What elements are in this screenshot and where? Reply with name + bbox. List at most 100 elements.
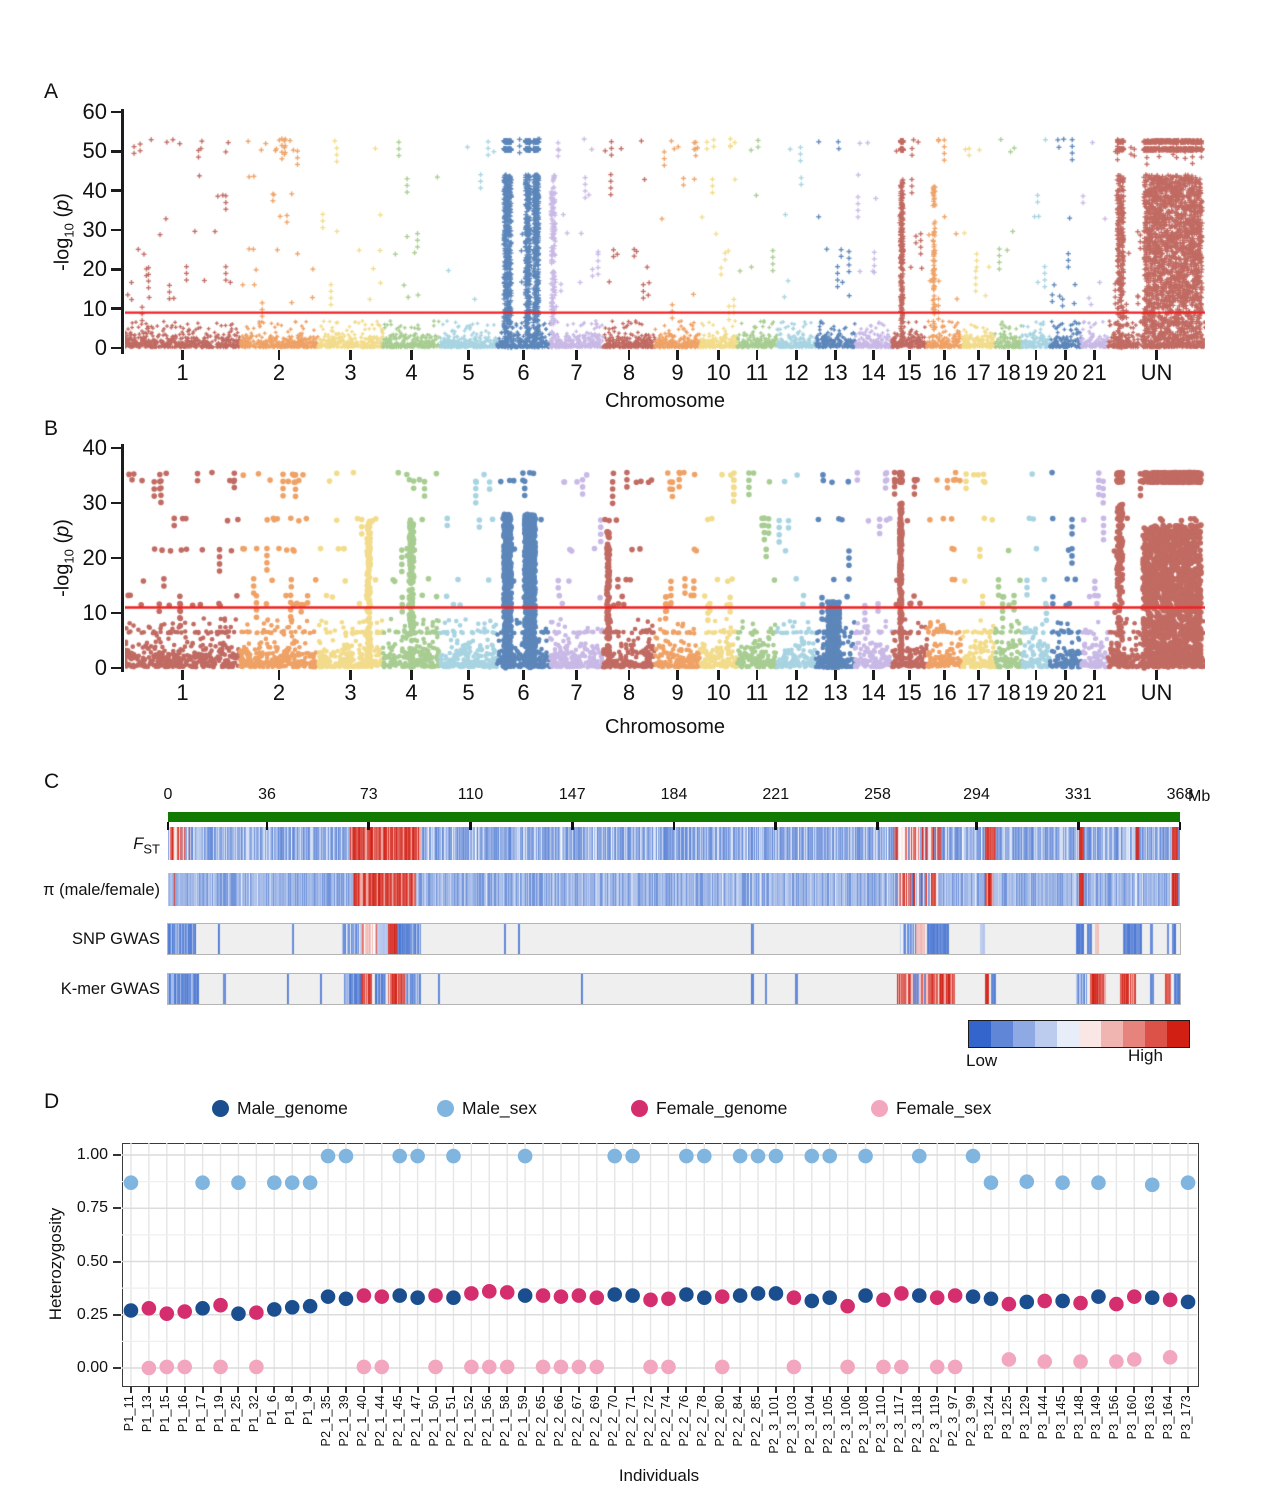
sex-het-dot-P2_1_35	[320, 1148, 336, 1164]
d-x-tick-mark	[542, 1386, 545, 1393]
sex-het-dot-P1_8	[284, 1175, 300, 1190]
d-x-tick-mark	[1061, 1386, 1064, 1393]
panel-c-unit-label: Mb	[1188, 788, 1211, 805]
d-x-tick-mark	[327, 1386, 330, 1393]
d-x-label-P2_3_101: P2_3_101	[766, 1395, 781, 1454]
sex-het-dot-P2_1_45	[392, 1148, 408, 1164]
heterozygosity-plot-frame	[122, 1143, 1199, 1387]
sex-het-dot-P3_125	[1001, 1352, 1017, 1367]
d-x-label-P2_2_78: P2_2_78	[695, 1395, 710, 1447]
genome-het-dot-P3_149	[1091, 1289, 1106, 1304]
y-tick-mark	[111, 611, 121, 615]
d-x-label-P3_163: P3_163	[1143, 1395, 1158, 1440]
genome-het-dot-P2_1_47	[410, 1290, 425, 1306]
d-x-tick-mark	[416, 1386, 419, 1393]
genome-het-dot-P2_2_66	[553, 1289, 569, 1304]
d-x-tick-mark	[972, 1386, 975, 1393]
x-tick-mark	[908, 350, 911, 360]
legend-label-male-sex: Male_sex	[462, 1098, 537, 1118]
d-x-tick-mark	[631, 1386, 634, 1393]
x-tick-label-chr17: 17	[966, 360, 991, 385]
d-x-tick-mark	[559, 1386, 562, 1393]
d-x-tick-mark	[1097, 1386, 1100, 1393]
x-tick-label-chr8: 8	[622, 360, 636, 385]
d-x-tick-mark	[362, 1386, 365, 1393]
x-tick-mark	[522, 670, 525, 680]
d-x-label-P1_11: P1_11	[121, 1395, 136, 1432]
x-tick-label-chr16: 16	[932, 680, 957, 705]
x-tick-label-chr19: 19	[1023, 680, 1049, 705]
scale-tick-mark	[469, 822, 472, 830]
genome-het-dot-P1_6	[266, 1302, 282, 1317]
d-x-label-P3_125: P3_125	[999, 1395, 1014, 1440]
genome-het-dot-P3_173	[1180, 1294, 1196, 1310]
track-label-snp-gwas: SNP GWAS	[71, 930, 160, 948]
sex-het-dot-P3_156	[1109, 1354, 1124, 1369]
d-x-tick-mark	[936, 1386, 939, 1393]
d-y-tick-mark	[113, 1313, 121, 1316]
d-x-tick-mark	[846, 1386, 849, 1393]
d-x-label-P2_3_106: P2_3_106	[838, 1395, 853, 1454]
d-x-label-P1_15: P1_15	[157, 1395, 172, 1433]
sex-het-dot-P1_32	[249, 1359, 264, 1375]
colorbar-step	[1145, 1021, 1167, 1047]
d-x-label-P2_3_119: P2_3_119	[928, 1395, 943, 1453]
sex-het-dot-P1_16	[177, 1359, 193, 1375]
x-tick-label-chr20: 20	[1053, 360, 1078, 385]
x-tick-label-chr4: 4	[405, 360, 418, 385]
d-x-label-P3_124: P3_124	[981, 1395, 996, 1440]
d-x-label-P3_149: P3_149	[1089, 1395, 1104, 1440]
y-tick-mark	[111, 228, 121, 232]
x-tick-mark	[575, 350, 578, 360]
x-tick-mark	[977, 350, 980, 360]
snp-gwas-track-frame	[167, 923, 1181, 955]
snp-gwas-heatmap-track	[168, 924, 1180, 954]
sex-het-dot-P1_15	[159, 1359, 175, 1375]
genome-het-dot-P2_2_84	[732, 1288, 748, 1303]
y-tick-mark	[111, 501, 121, 505]
d-x-label-P2_1_44: P2_1_44	[372, 1395, 387, 1447]
scale-tick-147: 147	[558, 786, 586, 803]
x-tick-mark	[181, 670, 184, 680]
genome-het-dot-P2_2_76	[679, 1287, 694, 1302]
x-tick-mark	[872, 350, 875, 360]
y-tick-label: 40	[82, 435, 107, 460]
d-x-label-P2_2_69: P2_2_69	[587, 1395, 602, 1447]
kmer-gwas-heatmap-track	[168, 974, 1180, 1004]
d-x-tick-mark	[165, 1386, 168, 1393]
sex-het-dot-P2_3_117	[894, 1359, 909, 1375]
kmer-gwas-track-frame	[167, 973, 1181, 1005]
d-x-label-P2_2_67: P2_2_67	[569, 1395, 584, 1447]
d-y-tick-label: 0.50	[76, 1252, 108, 1270]
genome-het-dot-P2_1_39	[338, 1291, 354, 1307]
d-x-tick-mark	[774, 1386, 777, 1393]
sex-het-dot-P2_3_97	[947, 1359, 963, 1375]
colorbar-step	[1013, 1021, 1035, 1047]
d-x-tick-mark	[1169, 1386, 1172, 1393]
d-x-tick-mark	[452, 1386, 455, 1393]
d-x-tick-mark	[488, 1386, 491, 1393]
panel-a-y-axis	[121, 109, 124, 354]
d-x-label-P3_160: P3_160	[1125, 1395, 1140, 1440]
d-x-label-P2_1_58: P2_1_58	[498, 1395, 513, 1447]
sex-het-dot-P2_2_74	[661, 1359, 676, 1375]
d-y-tick-label: 1.00	[76, 1146, 108, 1163]
x-tick-label-chr21: 21	[1082, 680, 1107, 705]
d-y-tick-label: 0.00	[76, 1359, 108, 1376]
male-genome-dot-icon	[212, 1100, 229, 1117]
scale-tick-mark	[1076, 822, 1080, 830]
sex-het-dot-P1_13	[141, 1360, 157, 1376]
sex-het-dot-P2_1_51	[446, 1148, 461, 1164]
genome-het-dot-P3_148	[1073, 1295, 1088, 1311]
male-sex-dot-icon	[437, 1100, 454, 1117]
d-x-tick-mark	[667, 1386, 670, 1393]
sex-het-dot-P2_1_52	[464, 1359, 479, 1375]
d-x-tick-mark	[1043, 1386, 1046, 1393]
d-x-tick-mark	[1025, 1386, 1028, 1393]
d-x-label-P2_1_52: P2_1_52	[462, 1395, 477, 1447]
sex-het-dot-P2_1_39	[338, 1148, 354, 1164]
x-tick-mark	[349, 670, 352, 680]
x-tick-label-chr2: 2	[272, 680, 286, 705]
y-tick-mark	[111, 268, 121, 271]
sex-het-dot-P2_3_110	[876, 1359, 891, 1375]
